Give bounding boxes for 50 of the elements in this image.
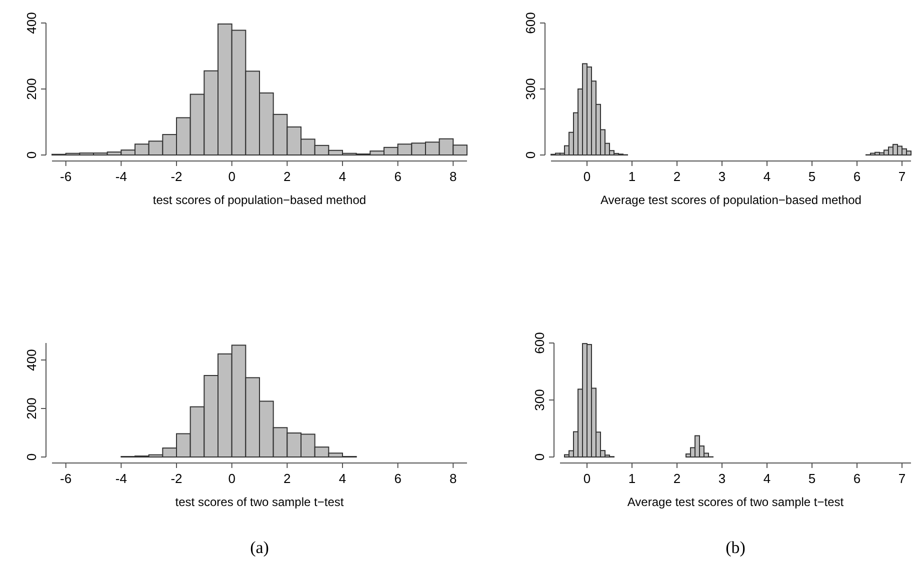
x-axis-title: Average test scores of population−based method bbox=[600, 193, 862, 207]
x-tick-label: 8 bbox=[450, 471, 457, 486]
x-tick-label: 1 bbox=[628, 471, 636, 486]
x-axis-title: test scores of population−based method bbox=[152, 193, 366, 207]
x-tick-label: 0 bbox=[228, 471, 236, 486]
x-tick-label: 3 bbox=[718, 471, 726, 486]
x-tick-label: 7 bbox=[898, 169, 906, 184]
x-tick-label: 6 bbox=[853, 471, 861, 486]
x-tick-label: 4 bbox=[763, 169, 771, 184]
text: (b) bbox=[726, 538, 746, 557]
x-tick-label: -2 bbox=[170, 471, 182, 486]
x-tick-label: 2 bbox=[284, 169, 291, 184]
x-tick-label: -4 bbox=[115, 169, 127, 184]
x-tick-label: 7 bbox=[898, 471, 906, 486]
y-tick-label: 600 bbox=[523, 12, 538, 34]
y-tick-label: 0 bbox=[523, 151, 538, 159]
y-tick-label: 600 bbox=[532, 332, 547, 354]
x-tick-label: -6 bbox=[60, 471, 72, 486]
x-axis-title: Average test scores of two sample t−test bbox=[627, 495, 844, 509]
y-tick-label: 0 bbox=[532, 453, 547, 461]
y-tick-label: 0 bbox=[24, 453, 39, 461]
x-tick-label: 0 bbox=[583, 169, 591, 184]
x-tick-label: -4 bbox=[115, 471, 127, 486]
x-tick-label: -2 bbox=[170, 169, 182, 184]
x-tick-label: 8 bbox=[450, 169, 457, 184]
y-tick-label: 400 bbox=[24, 12, 39, 34]
x-tick-label: 0 bbox=[583, 471, 591, 486]
x-tick-label: 4 bbox=[338, 471, 346, 486]
x-tick-label: 6 bbox=[394, 471, 402, 486]
y-tick-label: 0 bbox=[24, 151, 39, 159]
x-tick-label: 5 bbox=[808, 169, 816, 184]
x-tick-label: 3 bbox=[718, 169, 726, 184]
x-tick-label: 2 bbox=[673, 471, 681, 486]
x-tick-label: 1 bbox=[628, 169, 636, 184]
text: (a) bbox=[250, 538, 269, 557]
y-tick-label: 400 bbox=[24, 349, 39, 371]
x-tick-label: 4 bbox=[338, 169, 346, 184]
x-tick-label: -6 bbox=[60, 169, 72, 184]
x-tick-label: 4 bbox=[763, 471, 771, 486]
x-axis-title: test scores of two sample t−test bbox=[175, 495, 344, 509]
y-tick-label: 200 bbox=[24, 398, 39, 420]
x-tick-label: 6 bbox=[853, 169, 861, 184]
x-tick-label: 0 bbox=[228, 169, 236, 184]
x-tick-label: 2 bbox=[284, 471, 291, 486]
x-tick-label: 2 bbox=[673, 169, 681, 184]
y-tick-label: 200 bbox=[24, 78, 39, 100]
y-tick-label: 300 bbox=[523, 78, 538, 100]
x-tick-label: 6 bbox=[394, 169, 402, 184]
x-tick-label: 5 bbox=[808, 471, 816, 486]
y-tick-label: 300 bbox=[532, 389, 547, 411]
